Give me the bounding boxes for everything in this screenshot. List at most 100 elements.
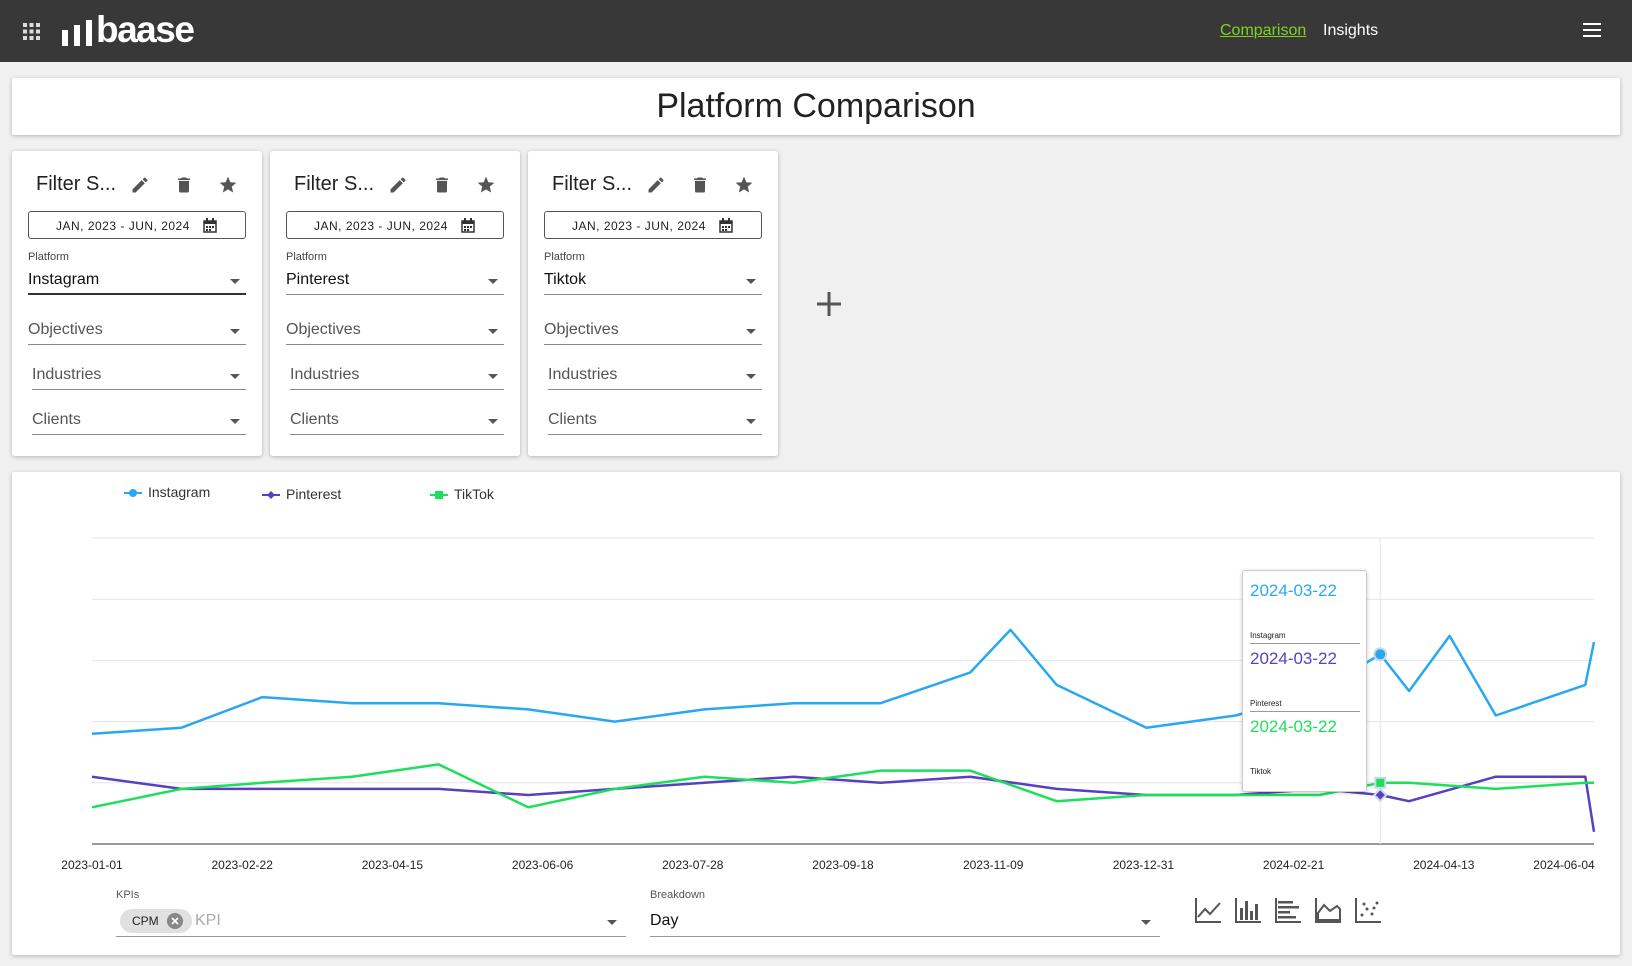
highlight-point-instagram[interactable] <box>1373 647 1388 662</box>
x-tick-label: 2023-01-01 <box>61 858 123 872</box>
objectives-select[interactable]: Objectives <box>286 317 504 345</box>
clients-placeholder: Clients <box>32 411 81 428</box>
industries-select[interactable]: Industries <box>32 362 246 390</box>
platform-select[interactable]: Pinterest <box>286 267 504 295</box>
delete-trash-icon[interactable] <box>690 175 710 195</box>
hamburger-menu-icon[interactable] <box>1583 23 1601 37</box>
series-line-pinterest[interactable] <box>91 775 1596 832</box>
legend-instagram-label: Instagram <box>148 484 211 500</box>
clients-placeholder: Clients <box>290 411 339 428</box>
chevron-down-icon[interactable] <box>1141 920 1151 925</box>
highlight-point-pinterest[interactable] <box>1372 787 1388 803</box>
edit-pencil-icon[interactable] <box>388 175 408 195</box>
platform-label: Platform <box>544 251 585 263</box>
kpi-chip-label: CPM <box>132 914 159 928</box>
chevron-down-icon <box>488 374 498 379</box>
chevron-down-icon <box>488 279 498 284</box>
nav-comparison[interactable]: Comparison <box>1220 22 1307 39</box>
chevron-down-icon[interactable] <box>607 920 617 925</box>
area-chart-icon[interactable] <box>1313 895 1343 925</box>
clients-select[interactable]: Clients <box>548 407 762 435</box>
star-favorite-icon[interactable] <box>734 175 754 195</box>
edit-pencil-icon[interactable] <box>646 175 666 195</box>
calendar-icon <box>461 218 475 233</box>
bar-chart-icon[interactable] <box>1233 895 1263 925</box>
legend-tiktok-marker-icon <box>430 491 448 500</box>
date-range-button[interactable]: JAN, 2023 - JUN, 2024 <box>28 211 246 239</box>
legend-tiktok[interactable]: TikTok <box>430 486 494 502</box>
tooltip-date-pinterest: 2024-03-22 <box>1250 649 1337 668</box>
star-favorite-icon[interactable] <box>218 175 238 195</box>
clients-select[interactable]: Clients <box>290 407 504 435</box>
date-range-button[interactable]: JAN, 2023 - JUN, 2024 <box>286 211 504 239</box>
filter-set-card-3: Filter S... JAN, 2023 - JUN, 2024 Platfo… <box>528 151 778 456</box>
highlight-point-tiktok[interactable] <box>1374 776 1387 789</box>
tooltip-date-instagram: 2024-03-22 <box>1250 581 1337 600</box>
legend-instagram-marker-icon <box>124 489 142 498</box>
chip-remove-icon[interactable] <box>167 913 183 929</box>
tooltip-name-tiktok: Tiktok <box>1250 767 1272 776</box>
add-filter-set-plus-icon[interactable] <box>815 290 843 318</box>
industries-placeholder: Industries <box>290 366 360 383</box>
platform-select[interactable]: Instagram <box>28 267 246 295</box>
chevron-down-icon <box>746 374 756 379</box>
industries-placeholder: Industries <box>32 366 102 383</box>
filter-set-title: Filter S... <box>294 173 375 195</box>
x-tick-label: 2023-09-18 <box>812 858 874 872</box>
legend-pinterest[interactable]: Pinterest <box>262 486 341 502</box>
objectives-placeholder: Objectives <box>286 321 361 338</box>
x-tick-label: 2023-07-28 <box>662 858 724 872</box>
x-tick-label: 2023-06-06 <box>511 858 574 872</box>
legend-tiktok-label: TikTok <box>454 486 494 502</box>
filter-set-title: Filter S... <box>36 173 117 195</box>
breakdown-label: Breakdown <box>650 889 706 901</box>
legend-instagram[interactable]: Instagram <box>124 484 210 500</box>
industries-select[interactable]: Industries <box>548 362 762 390</box>
objectives-select[interactable]: Objectives <box>28 317 246 345</box>
chevron-down-icon <box>230 419 240 424</box>
logo-text: baase <box>96 9 195 50</box>
platform-label: Platform <box>286 251 327 263</box>
filter-set-title: Filter S... <box>552 173 633 195</box>
star-favorite-icon[interactable] <box>476 175 496 195</box>
date-range-button[interactable]: JAN, 2023 - JUN, 2024 <box>544 211 762 239</box>
clients-select[interactable]: Clients <box>32 407 246 435</box>
objectives-placeholder: Objectives <box>28 321 103 338</box>
x-tick-label: 2023-11-09 <box>962 858 1024 872</box>
delete-trash-icon[interactable] <box>432 175 452 195</box>
top-bar: baase Comparison Insights <box>0 0 1632 62</box>
scatter-chart-icon[interactable] <box>1353 895 1383 925</box>
objectives-placeholder: Objectives <box>544 321 619 338</box>
platform-label: Platform <box>28 251 69 263</box>
date-range-text: JAN, 2023 - JUN, 2024 <box>314 219 448 233</box>
series-line-instagram[interactable] <box>91 628 1596 736</box>
date-range-text: JAN, 2023 - JUN, 2024 <box>572 219 706 233</box>
filter-set-card-1: Filter S... JAN, 2023 - JUN, 2024 Platfo… <box>12 151 262 456</box>
kpi-chip[interactable]: CPM <box>120 909 192 933</box>
platform-select[interactable]: Tiktok <box>544 267 762 295</box>
tooltip-name-instagram: Instagram <box>1250 631 1286 640</box>
edit-pencil-icon[interactable] <box>130 175 150 195</box>
breakdown-value[interactable]: Day <box>650 912 679 929</box>
industries-select[interactable]: Industries <box>290 362 504 390</box>
calendar-icon <box>719 218 733 233</box>
platform-value: Instagram <box>28 271 100 288</box>
x-tick-label: 2024-02-21 <box>1262 858 1325 872</box>
delete-trash-icon[interactable] <box>174 175 194 195</box>
apps-grid-icon[interactable] <box>23 23 40 40</box>
breakdown-select-underline <box>650 936 1160 937</box>
tooltip-name-pinterest: Pinterest <box>1250 699 1282 708</box>
date-range-text: JAN, 2023 - JUN, 2024 <box>56 219 190 233</box>
kpi-input-placeholder[interactable]: KPI <box>195 912 221 929</box>
kpi-select-underline <box>116 936 626 937</box>
platform-value: Tiktok <box>544 271 587 288</box>
tooltip-divider <box>1250 711 1360 712</box>
line-chart-icon[interactable] <box>1193 895 1223 925</box>
chevron-down-icon <box>230 329 240 334</box>
objectives-select[interactable]: Objectives <box>544 317 762 345</box>
x-tick-label: 2023-04-15 <box>361 858 424 872</box>
series-line-tiktok[interactable] <box>91 763 1594 809</box>
horizontal-bar-icon[interactable] <box>1273 895 1303 925</box>
nav-insights[interactable]: Insights <box>1323 22 1379 39</box>
